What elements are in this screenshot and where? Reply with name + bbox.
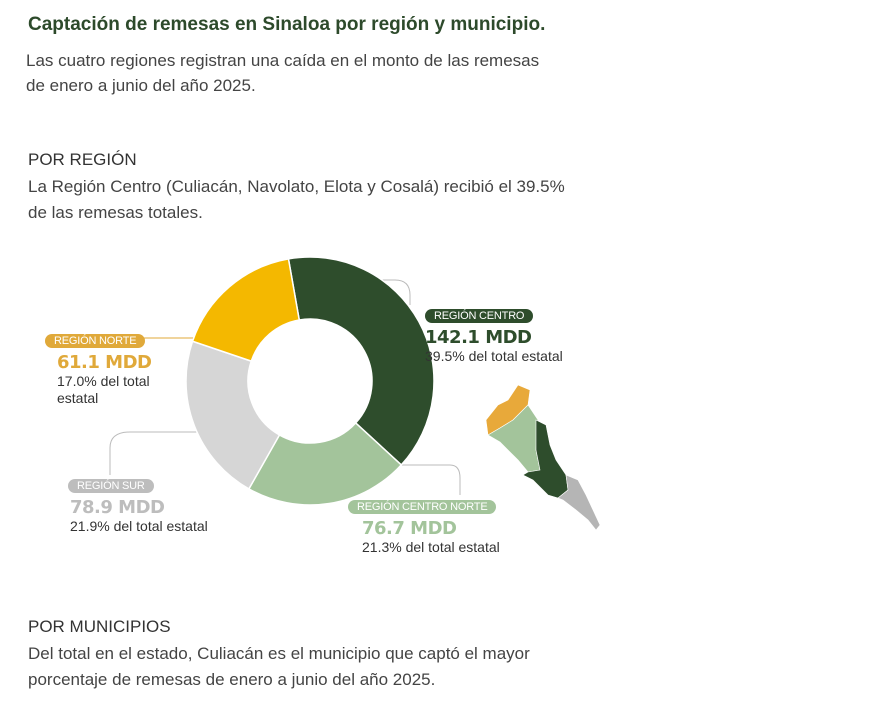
region-heading: POR REGIÓN bbox=[28, 150, 137, 169]
label-norte: REGIÓN NORTE 61.1 MDD 17.0% del total es… bbox=[45, 331, 170, 407]
donut-slice-regi-n-norte bbox=[191, 258, 301, 363]
connector-centro-norte bbox=[385, 464, 461, 495]
region-percent: 39.5% del total estatal bbox=[425, 348, 563, 364]
region-badge: REGIÓN CENTRO bbox=[425, 309, 534, 323]
label-centro: REGIÓN CENTRO 142.1 MDD 39.5% del total … bbox=[425, 306, 563, 365]
region-badge: REGIÓN CENTRO NORTE bbox=[348, 500, 497, 514]
region-text: La Región Centro (Culiacán, Navolato, El… bbox=[28, 177, 565, 222]
label-sur: REGIÓN SUR 78.9 MDD 21.9% del total esta… bbox=[68, 476, 208, 535]
donut-slice-regi-n-sur bbox=[185, 340, 281, 490]
page-subtitle: Las cuatro regiones registran una caída … bbox=[26, 51, 540, 95]
municipio-heading: POR MUNICIPIOS bbox=[28, 617, 171, 636]
connector-centro bbox=[370, 279, 411, 305]
region-percent: 21.3% del total estatal bbox=[362, 539, 500, 555]
connector-sur bbox=[109, 431, 210, 475]
region-percent: 21.9% del total estatal bbox=[70, 518, 208, 534]
map-region-centro bbox=[522, 419, 569, 499]
donut-slice-regi-n-centro bbox=[287, 256, 435, 466]
municipio-text: Del total en el estado, Culiacán es el m… bbox=[28, 644, 530, 689]
page-title: Captación de remesas en Sinaloa por regi… bbox=[28, 14, 546, 35]
region-value: 76.7 MDD bbox=[362, 518, 457, 539]
region-value: 61.1 MDD bbox=[57, 352, 152, 373]
region-badge: REGIÓN SUR bbox=[68, 479, 154, 493]
region-value: 142.1 MDD bbox=[425, 327, 532, 348]
label-centro-norte: REGIÓN CENTRO NORTE 76.7 MDD 21.3% del t… bbox=[348, 497, 500, 556]
region-value: 78.9 MDD bbox=[70, 497, 165, 518]
donut-slice-regi-n-centro-norte bbox=[247, 421, 403, 506]
region-badge: REGIÓN NORTE bbox=[45, 334, 146, 348]
region-percent: 17.0% del total estatal bbox=[57, 373, 150, 406]
sinaloa-map bbox=[485, 384, 601, 531]
map-region-sur bbox=[557, 474, 601, 531]
